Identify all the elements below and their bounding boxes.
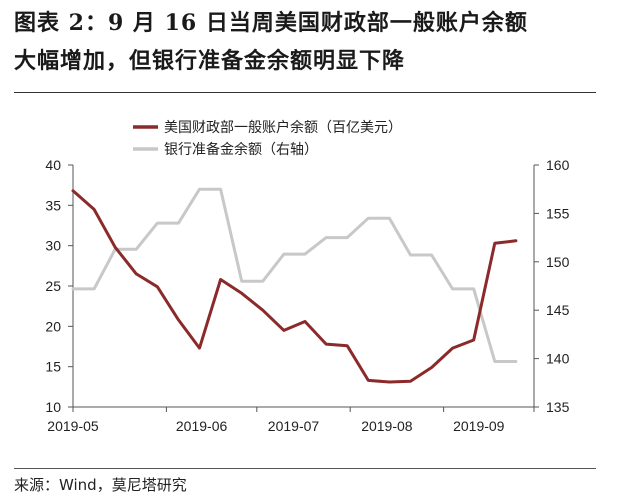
x-tick-label: 2019-09: [453, 418, 505, 434]
y-left-tick-label: 20: [45, 318, 61, 334]
y-right-tick-label: 140: [546, 351, 570, 367]
x-tick-label: 2019-08: [361, 418, 413, 434]
y-right-tick-label: 160: [546, 157, 570, 173]
y-left-tick-label: 10: [45, 399, 61, 415]
series-line-tga: [71, 189, 518, 384]
title-line-1: 图表 2：9 月 16 日当周美国财政部一般账户余额: [14, 10, 528, 36]
series-line-reserves: [71, 187, 518, 363]
y-right-tick-label: 135: [546, 399, 570, 415]
top-rule: [14, 92, 596, 93]
y-left-tick-label: 30: [45, 238, 61, 254]
y-right-tick-label: 145: [546, 302, 570, 318]
legend-entry: 美国财政部一般账户余额（百亿美元）: [164, 119, 402, 136]
y-left-tick-label: 25: [45, 278, 61, 294]
line-chart: 10 15 20 25 30 35 40 135 140 145 150 155 160 2019-05 2…: [45, 119, 570, 434]
legend-entry: 银行准备金余额（右轴）: [164, 141, 318, 158]
y-left-tick-label: 15: [45, 359, 61, 375]
title-line-2: 大幅增加，但银行准备金余额明显下降: [14, 48, 406, 74]
chart-title: 图表 2：9 月 16 日当周美国财政部一般账户余额 大幅增加，但银行准备金余额…: [14, 4, 610, 80]
y-right-tick-label: 155: [546, 205, 570, 221]
y-left-tick-label: 40: [45, 157, 61, 173]
x-tick-label: 2019-07: [268, 418, 320, 434]
source-note: 来源：Wind，莫尼塔研究: [14, 476, 187, 494]
x-tick-label: 2019-05: [47, 418, 99, 434]
y-left-tick-label: 35: [45, 197, 61, 213]
y-right-tick-label: 150: [546, 254, 570, 270]
bottom-rule: [14, 468, 596, 469]
x-tick-label: 2019-06: [176, 418, 228, 434]
